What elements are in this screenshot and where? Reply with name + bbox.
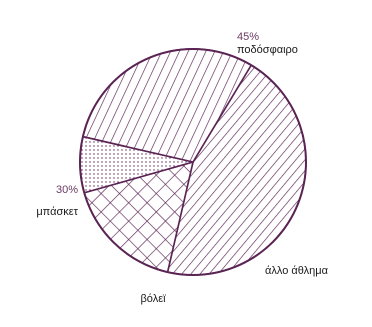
slice-name-label-football: ποδόσφαιρο (237, 44, 298, 56)
slice-name-label-volleyball: βόλεϊ (140, 293, 166, 305)
slice-name-label-basketball: μπάσκετ (36, 206, 78, 218)
pie-labels: 45% ποδόσφαιρο 30% μπάσκετ άλλο άθλημα β… (36, 31, 328, 305)
slice-percent-label-football: 45% (237, 31, 259, 43)
pie-slices (79, 48, 307, 276)
pie-outline (79, 48, 307, 276)
slice-name-label-other-sport: άλλο άθλημα (265, 265, 329, 277)
slice-percent-label-basketball: 30% (56, 184, 78, 196)
